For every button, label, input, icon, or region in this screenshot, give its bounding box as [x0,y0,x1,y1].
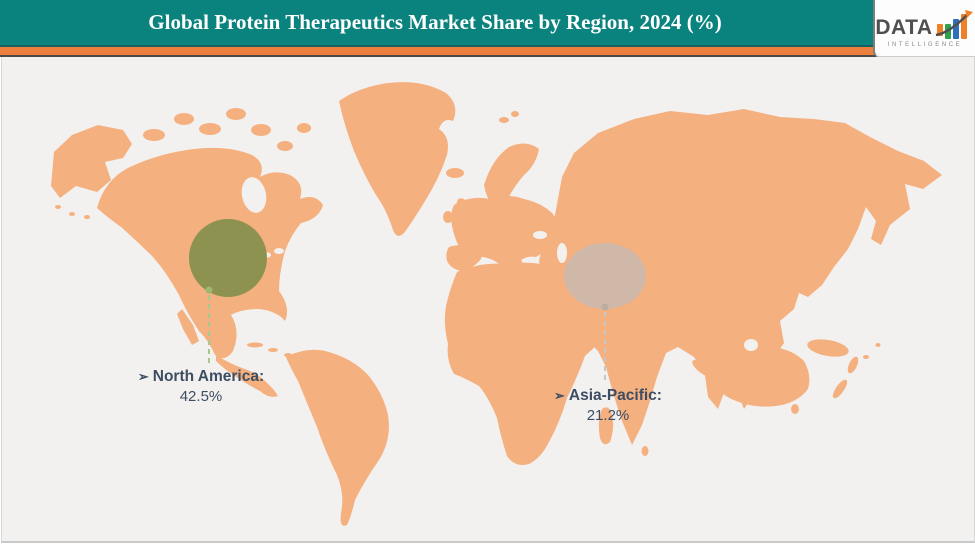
region-value: 42.5% [179,388,223,405]
map-landmasses [51,82,942,526]
logo-wordmark: DATA [875,15,933,39]
leader-dot-asia-pacific [601,303,609,311]
callout-asia-pacific: ➢ Asia-Pacific: 21.2% [508,387,708,424]
logo-row: DATA [875,9,974,41]
region-value: 21.2% [586,407,630,424]
header-banner: Global Protein Therapeutics Market Share… [0,0,975,45]
callout-north-america: ➢ North America: 42.5% [101,368,301,405]
page-title: Global Protein Therapeutics Market Share… [148,10,722,34]
region-name: Asia-Pacific: [568,387,662,404]
region-name-line: ➢ North America: [101,368,301,386]
bar-chart-arrow-icon [935,9,975,41]
bubble-asia-pacific [564,243,646,309]
world-map [51,82,942,526]
arrow-bullet-icon: ➢ [137,369,149,384]
logo-bar-orange-2 [960,13,967,39]
brand-logo: DATA INTELLIGENCE [873,0,975,57]
growth-arrow-icon [935,9,973,36]
region-name: North America: [152,368,265,385]
logo-bar-orange [936,23,943,36]
accent-strip [0,45,975,57]
logo-subtext: INTELLIGENCE [887,41,963,48]
bubble-layer [189,219,646,384]
region-name-line: ➢ Asia-Pacific: [508,387,708,405]
logo-bar-blue [952,18,959,39]
bubble-north-america [189,219,267,297]
arrow-bullet-icon: ➢ [554,388,565,403]
chart-canvas: ➢ North America: 42.5% ➢ Asia-Pacific: 21.… [1,57,975,543]
leader-dot-north-america [205,286,213,294]
